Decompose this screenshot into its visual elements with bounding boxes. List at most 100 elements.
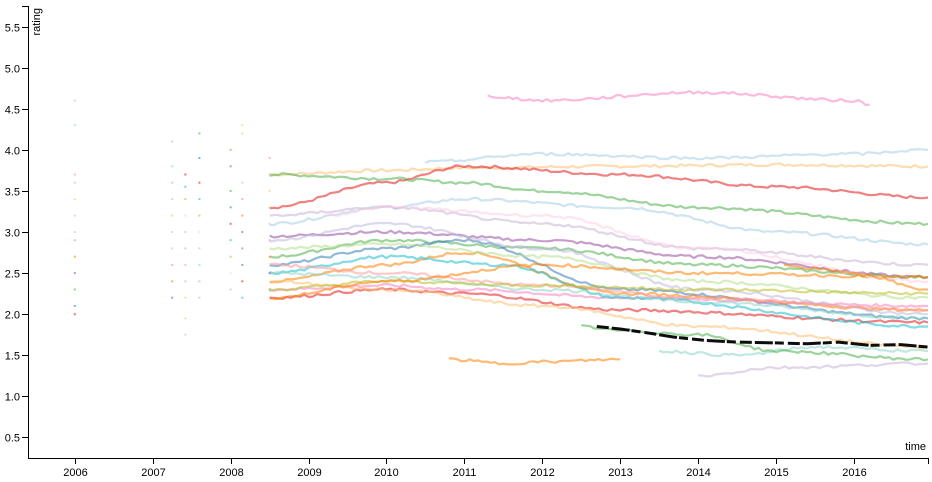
series-line (487, 90, 870, 107)
scatter-point (184, 317, 187, 320)
series-line (269, 172, 929, 226)
series-layer (269, 90, 929, 378)
scatter-point (229, 189, 232, 192)
scatter-point (198, 280, 201, 283)
scatter-point (268, 239, 271, 242)
scatter-point (198, 198, 201, 201)
scatter-point (268, 222, 271, 225)
scatter-point (171, 280, 174, 283)
scatter-point (73, 173, 76, 176)
scatter-point (171, 140, 174, 143)
scatter-point (184, 185, 187, 188)
x-axis-ticks: 2006 2007 2008 2009 2010 2011 2012 2013 2014 2015… (63, 458, 867, 479)
y-axis-ticks: 0.5 1.0 1.5 2.0 2.5 3.0 3.5 4.0 4.5 5.0 5.5 (5, 23, 28, 445)
scatter-point (171, 214, 174, 217)
scatter-point (184, 296, 187, 299)
x-tick-label: 2011 (453, 467, 477, 479)
series-line (448, 357, 621, 366)
scatter-point (73, 255, 76, 258)
scatter-point (171, 247, 174, 250)
series-line (269, 279, 929, 350)
scatter-point (184, 231, 187, 233)
scatter-point (241, 214, 244, 217)
scatter-layer (73, 99, 271, 336)
scatter-point (241, 124, 244, 127)
x-tick-label: 2006 (63, 467, 87, 479)
scatter-point (73, 313, 76, 316)
scatter-point (73, 181, 76, 184)
scatter-point (184, 173, 187, 176)
x-tick-label: 2012 (530, 467, 554, 479)
scatter-point (73, 214, 76, 217)
series-line (269, 238, 929, 280)
y-tick-label: 1.0 (5, 392, 20, 404)
scatter-point (73, 124, 76, 127)
series-line (698, 361, 929, 378)
series-line (269, 270, 929, 321)
scatter-point (229, 165, 232, 168)
y-tick-label: 4.5 (5, 105, 20, 117)
scatter-point (229, 222, 232, 225)
highlight-layer (596, 325, 929, 349)
scatter-point (241, 198, 244, 201)
scatter-point (198, 157, 201, 159)
scatter-point (171, 181, 174, 184)
series-line (269, 196, 929, 247)
scatter-point (241, 296, 244, 299)
scatter-point (241, 263, 244, 266)
x-tick-label: 2008 (219, 467, 243, 479)
scatter-point (171, 263, 174, 266)
x-tick-label: 2013 (608, 467, 632, 479)
axes-layer: 0.51.01.52.02.53.03.54.04.55.05.5 2006 20… (5, 6, 929, 479)
y-tick-label: 3.0 (5, 228, 20, 240)
y-tick-label: 3.5 (5, 187, 20, 199)
y-axis-label: rating (31, 8, 43, 36)
scatter-point (73, 288, 76, 291)
scatter-point (198, 181, 201, 184)
y-tick-label: 0.5 (5, 433, 20, 445)
scatter-point (198, 263, 201, 266)
scatter-point (73, 272, 76, 275)
scatter-point (268, 157, 271, 159)
scatter-point (198, 214, 201, 217)
x-tick-label: 2016 (842, 467, 866, 479)
scatter-point (73, 99, 76, 102)
scatter-point (171, 165, 174, 168)
series-line (269, 162, 929, 177)
scatter-point (171, 231, 174, 233)
scatter-point (241, 181, 244, 184)
y-tick-label: 2.5 (5, 269, 20, 281)
scatter-point (184, 263, 187, 266)
y-tick-label: 5.5 (5, 23, 20, 35)
series-line (269, 262, 929, 313)
series-line (269, 262, 929, 301)
scatter-point (229, 148, 232, 151)
scatter-point (268, 206, 271, 209)
scatter-point (171, 296, 174, 299)
series-line (269, 242, 929, 300)
x-tick-label: 2014 (686, 467, 710, 479)
scatter-point (229, 272, 232, 275)
x-tick-label: 2010 (374, 467, 398, 479)
scatter-point (171, 198, 174, 201)
scatter-point (73, 198, 76, 201)
scatter-point (198, 132, 201, 135)
x-tick-label: 2009 (297, 467, 321, 479)
series-line (269, 164, 929, 210)
scatter-point (73, 239, 76, 242)
y-tick-label: 2.0 (5, 310, 20, 322)
series-line (424, 148, 929, 164)
y-tick-label: 4.0 (5, 146, 20, 158)
highlight-series-line (596, 325, 929, 349)
scatter-point (241, 132, 244, 135)
x-axis-label: time (905, 441, 926, 453)
series-line (658, 345, 929, 358)
scatter-point (184, 247, 187, 250)
scatter-point (184, 198, 187, 201)
scatter-point (73, 305, 76, 307)
scatter-point (184, 280, 187, 283)
series-line (783, 263, 929, 291)
y-tick-label: 5.0 (5, 64, 20, 76)
